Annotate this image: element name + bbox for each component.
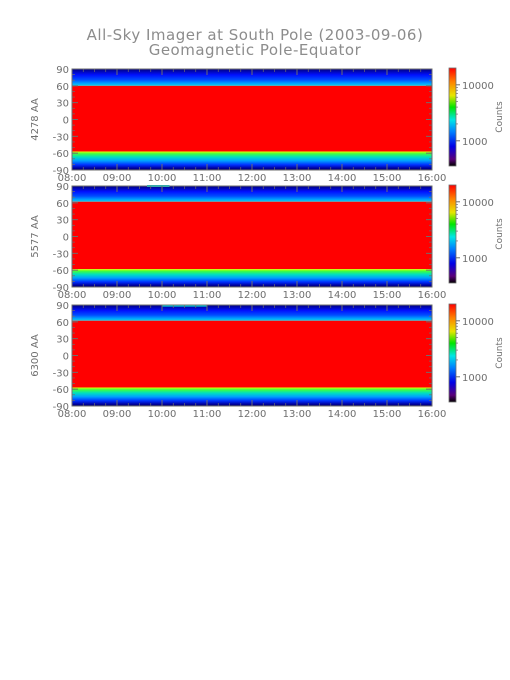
x-tick-label: 15:00 bbox=[373, 409, 402, 420]
y-tick-label: -60 bbox=[53, 266, 69, 277]
x-tick-label: 11:00 bbox=[193, 173, 222, 184]
x-tick-label: 13:00 bbox=[283, 173, 312, 184]
y-tick-label: -60 bbox=[53, 385, 69, 396]
colorbar-frame bbox=[448, 67, 457, 167]
y-tick-label: 90 bbox=[56, 65, 69, 76]
colorbar bbox=[449, 185, 456, 283]
y-tick-label: 60 bbox=[56, 318, 69, 329]
colorbar-tick-label: 10000 bbox=[462, 198, 494, 209]
x-tick-label: 16:00 bbox=[418, 409, 447, 420]
colorbar bbox=[449, 304, 456, 402]
heatmap-saturated-region bbox=[72, 201, 432, 270]
x-tick-label: 08:00 bbox=[58, 173, 87, 184]
x-tick-label: 11:00 bbox=[193, 290, 222, 301]
colorbar-frame bbox=[448, 303, 457, 403]
colorbar-tick-label: 1000 bbox=[462, 254, 487, 265]
y-tick-label: -90 bbox=[53, 283, 69, 294]
x-tick-label: 09:00 bbox=[103, 173, 132, 184]
y-tick-label: -30 bbox=[53, 249, 69, 260]
y-tick-label: -60 bbox=[53, 149, 69, 160]
x-tick-label: 13:00 bbox=[283, 290, 312, 301]
x-tick-label: 16:00 bbox=[418, 173, 447, 184]
y-tick-label: -30 bbox=[53, 132, 69, 143]
x-tick-label: 14:00 bbox=[328, 290, 357, 301]
x-tick-label: 15:00 bbox=[373, 290, 402, 301]
x-tick-label: 15:00 bbox=[373, 173, 402, 184]
x-tick-label: 14:00 bbox=[328, 409, 357, 420]
heatmap-saturated-region bbox=[72, 320, 432, 388]
x-tick-label: 10:00 bbox=[148, 173, 177, 184]
y-tick-label: 30 bbox=[56, 99, 69, 110]
colorbar-tick-label: 10000 bbox=[462, 81, 494, 92]
heatmap-saturated-region bbox=[72, 85, 432, 152]
y-tick-label: 0 bbox=[63, 116, 69, 127]
y-tick-label: 30 bbox=[56, 216, 69, 227]
y-tick-label: 0 bbox=[63, 233, 69, 244]
x-tick-label: 08:00 bbox=[58, 409, 87, 420]
colorbar-label: Counts bbox=[495, 101, 505, 133]
colorbar bbox=[449, 68, 456, 166]
x-tick-label: 11:00 bbox=[193, 409, 222, 420]
colorbar-label: Counts bbox=[495, 337, 505, 369]
colorbar-tick-label: 1000 bbox=[462, 373, 487, 384]
x-tick-label: 10:00 bbox=[148, 290, 177, 301]
chart-title: All-Sky Imager at South Pole (2003-09-06… bbox=[86, 26, 424, 44]
y-axis-label: 6300 AA bbox=[30, 334, 41, 377]
y-tick-label: 0 bbox=[63, 352, 69, 363]
x-tick-label: 14:00 bbox=[328, 173, 357, 184]
x-tick-label: 12:00 bbox=[238, 173, 267, 184]
y-tick-label: 90 bbox=[56, 301, 69, 312]
y-tick-label: 60 bbox=[56, 199, 69, 210]
y-tick-label: 60 bbox=[56, 82, 69, 93]
colorbar-frame bbox=[448, 184, 457, 284]
x-tick-label: 12:00 bbox=[238, 409, 267, 420]
y-axis-label: 4278 AA bbox=[30, 98, 41, 141]
chart-subtitle: Geomagnetic Pole-Equator bbox=[148, 41, 362, 59]
x-tick-label: 13:00 bbox=[283, 409, 312, 420]
x-tick-label: 09:00 bbox=[103, 290, 132, 301]
y-tick-label: -90 bbox=[53, 402, 69, 413]
colorbar-label: Counts bbox=[495, 218, 505, 250]
y-tick-label: 30 bbox=[56, 335, 69, 346]
colorbar-tick-label: 10000 bbox=[462, 317, 494, 328]
y-tick-label: 90 bbox=[56, 182, 69, 193]
colorbar-tick-label: 1000 bbox=[462, 137, 487, 148]
x-tick-label: 12:00 bbox=[238, 290, 267, 301]
x-tick-label: 08:00 bbox=[58, 290, 87, 301]
y-axis-label: 5577 AA bbox=[30, 215, 41, 258]
x-tick-label: 09:00 bbox=[103, 409, 132, 420]
y-tick-label: -90 bbox=[53, 166, 69, 177]
x-tick-label: 10:00 bbox=[148, 409, 177, 420]
y-tick-label: -30 bbox=[53, 368, 69, 379]
x-tick-label: 16:00 bbox=[418, 290, 447, 301]
